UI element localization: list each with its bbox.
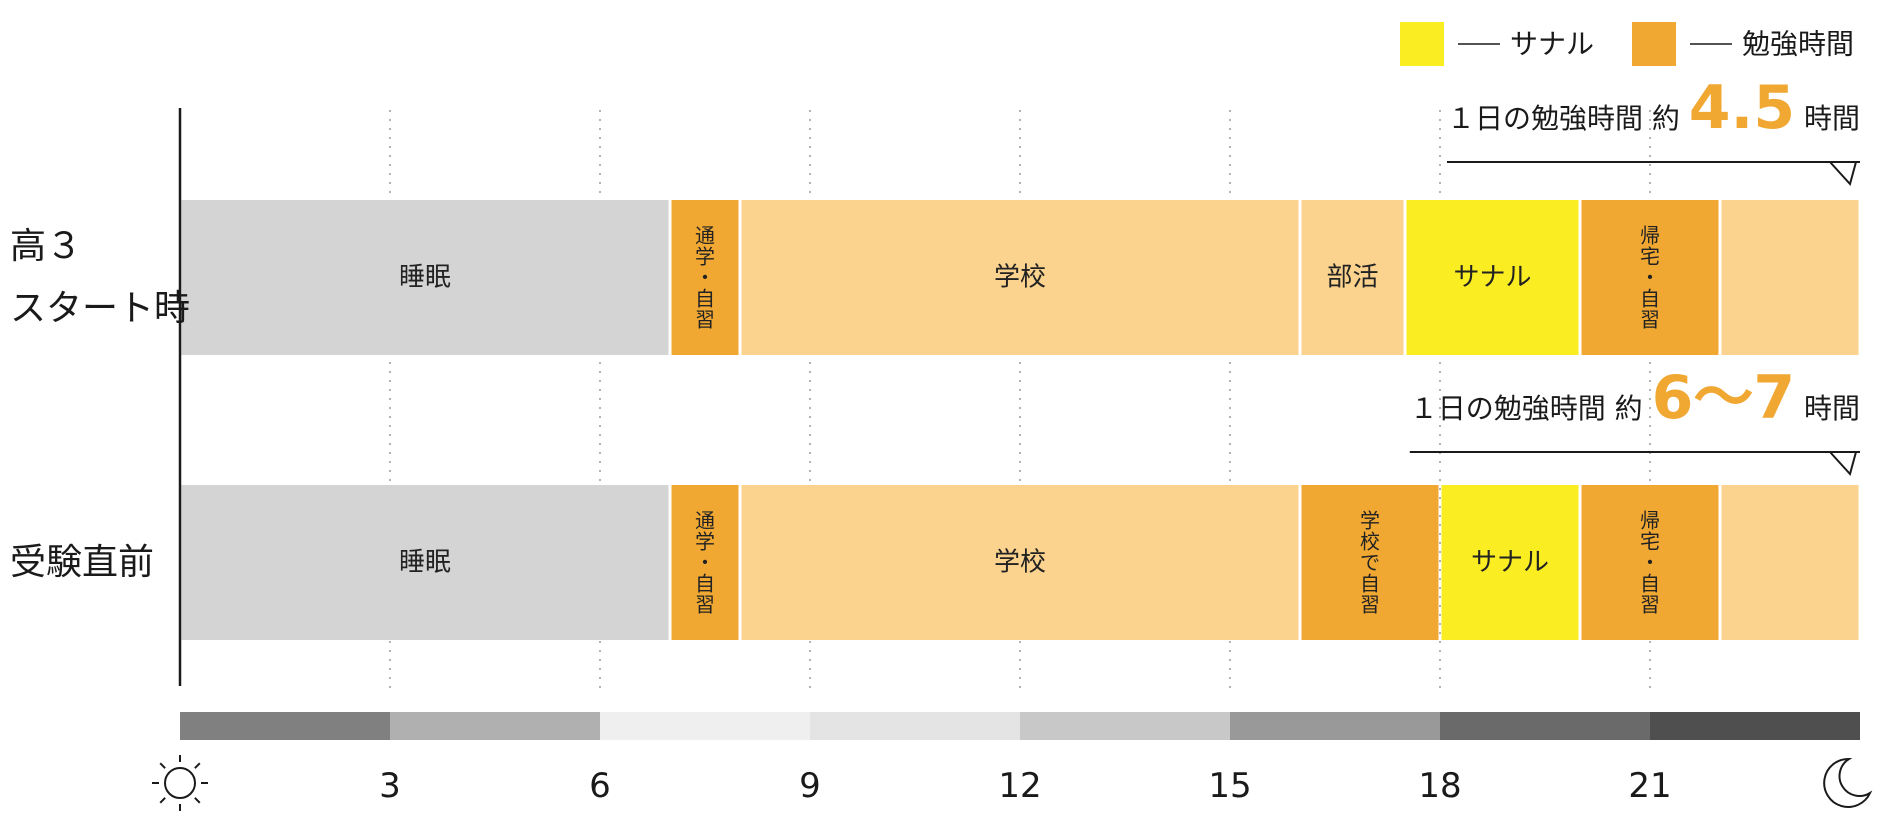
time-band-segment: [1650, 712, 1860, 740]
sun-ray: [194, 762, 201, 769]
segment-label: サナル: [1453, 263, 1531, 293]
x-tick-label: 3: [379, 766, 401, 806]
time-band-segment: [390, 712, 600, 740]
segment-bar: [741, 200, 1299, 355]
x-tick-label: 21: [1628, 766, 1671, 806]
sun-ray: [159, 762, 166, 769]
sun-ray: [159, 797, 166, 804]
segment-bar: [1581, 200, 1719, 355]
segment-label: 学校: [994, 263, 1046, 293]
time-band-segment: [600, 712, 810, 740]
segment-label: 帰宅・自習: [1640, 509, 1660, 617]
x-tick-label: 6: [589, 766, 611, 806]
segment-label: 通学・自習: [695, 224, 715, 332]
note-callout-line: [1446, 161, 1860, 187]
segment-bar: [1721, 200, 1859, 355]
x-tick-label: 9: [799, 766, 821, 806]
legend-swatch: [1400, 22, 1444, 66]
time-band-segment: [1230, 712, 1440, 740]
segment-bar: [1721, 485, 1859, 640]
segment-label: 睡眠: [399, 548, 451, 578]
segment-label: 帰宅・自習: [1640, 224, 1660, 332]
segment-bar: [741, 485, 1299, 640]
sun-ray: [194, 797, 201, 804]
study-time-note: １日の勉強時間 約 4.5 時間: [1447, 73, 1860, 143]
segment-label: 学校: [994, 548, 1046, 578]
time-band-segment: [1020, 712, 1230, 740]
study-time-note: １日の勉強時間 約 6～7 時間: [1410, 363, 1860, 433]
x-tick-label: 15: [1208, 766, 1251, 806]
segment-label: 学校で自習: [1360, 509, 1380, 617]
segment-bar: [671, 485, 739, 640]
segment-label: 部活: [1326, 263, 1378, 293]
row-label: 受験直前: [10, 542, 154, 583]
legend-swatch: [1632, 22, 1676, 66]
time-band-segment: [1440, 712, 1650, 740]
segment-bar: [181, 485, 669, 640]
sun-icon: [164, 767, 196, 799]
segment-bar: [1301, 485, 1439, 640]
legend-label: 勉強時間: [1742, 28, 1854, 61]
legend-label: サナル: [1510, 28, 1594, 61]
time-band-segment: [180, 712, 390, 740]
row-label: 高３: [10, 226, 82, 267]
note-callout-line: [1409, 451, 1860, 477]
row-label: スタート時: [10, 288, 190, 329]
time-band-segment: [810, 712, 1020, 740]
segment-label: 通学・自習: [695, 509, 715, 617]
moon-icon: [1823, 757, 1873, 808]
x-tick-label: 12: [998, 766, 1041, 806]
x-tick-label: 18: [1418, 766, 1461, 806]
segment-bar: [1581, 485, 1719, 640]
segment-bar: [671, 200, 739, 355]
segment-bar: [1301, 200, 1404, 355]
segment-bar: [1441, 485, 1579, 640]
segment-label: 睡眠: [399, 263, 451, 293]
segment-bar: [1406, 200, 1579, 355]
segment-label: サナル: [1471, 548, 1549, 578]
segment-bar: [181, 200, 669, 355]
